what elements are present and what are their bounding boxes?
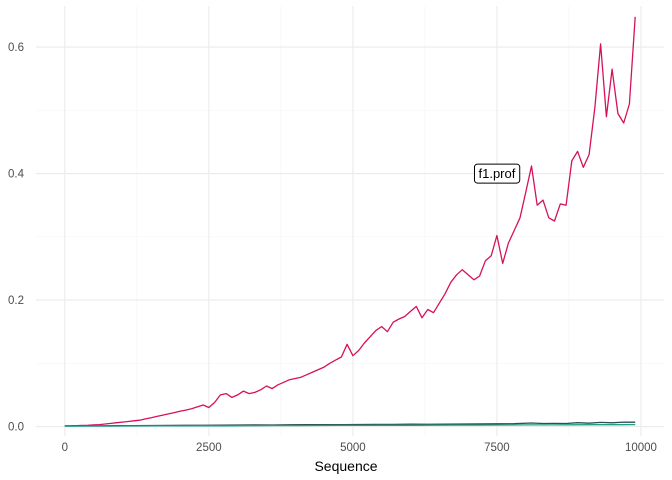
x-tick-label: 10000 (625, 442, 657, 454)
y-tick-label: 0.0 (8, 422, 24, 434)
series-layer (64, 16, 636, 427)
y-tick-label: 0.6 (8, 42, 24, 54)
x-tick-label: 7500 (484, 442, 510, 454)
x-axis-title: Sequence (314, 458, 377, 474)
series-line-1 (64, 16, 636, 427)
x-tick-label: 2500 (196, 442, 222, 454)
series-line-3 (64, 423, 636, 427)
y-tick-label: 0.4 (8, 169, 25, 181)
x-tick-label: 0 (62, 442, 68, 454)
y-tick-label: 0.2 (8, 295, 24, 307)
annotation-box (473, 163, 521, 184)
y-axis-tick-labels: 0.0 0.2 0.4 0.6 (8, 42, 25, 433)
series-annotation-label: f1.prof (473, 163, 521, 184)
annotation-text: f1.prof (478, 166, 515, 181)
minor-gridlines (36, 6, 664, 436)
x-tick-label: 5000 (340, 442, 366, 454)
x-axis-tick-labels: 0 2500 5000 7500 10000 (62, 442, 657, 454)
annotation-layer: f1.prof (473, 163, 521, 184)
major-gridlines (36, 6, 664, 436)
